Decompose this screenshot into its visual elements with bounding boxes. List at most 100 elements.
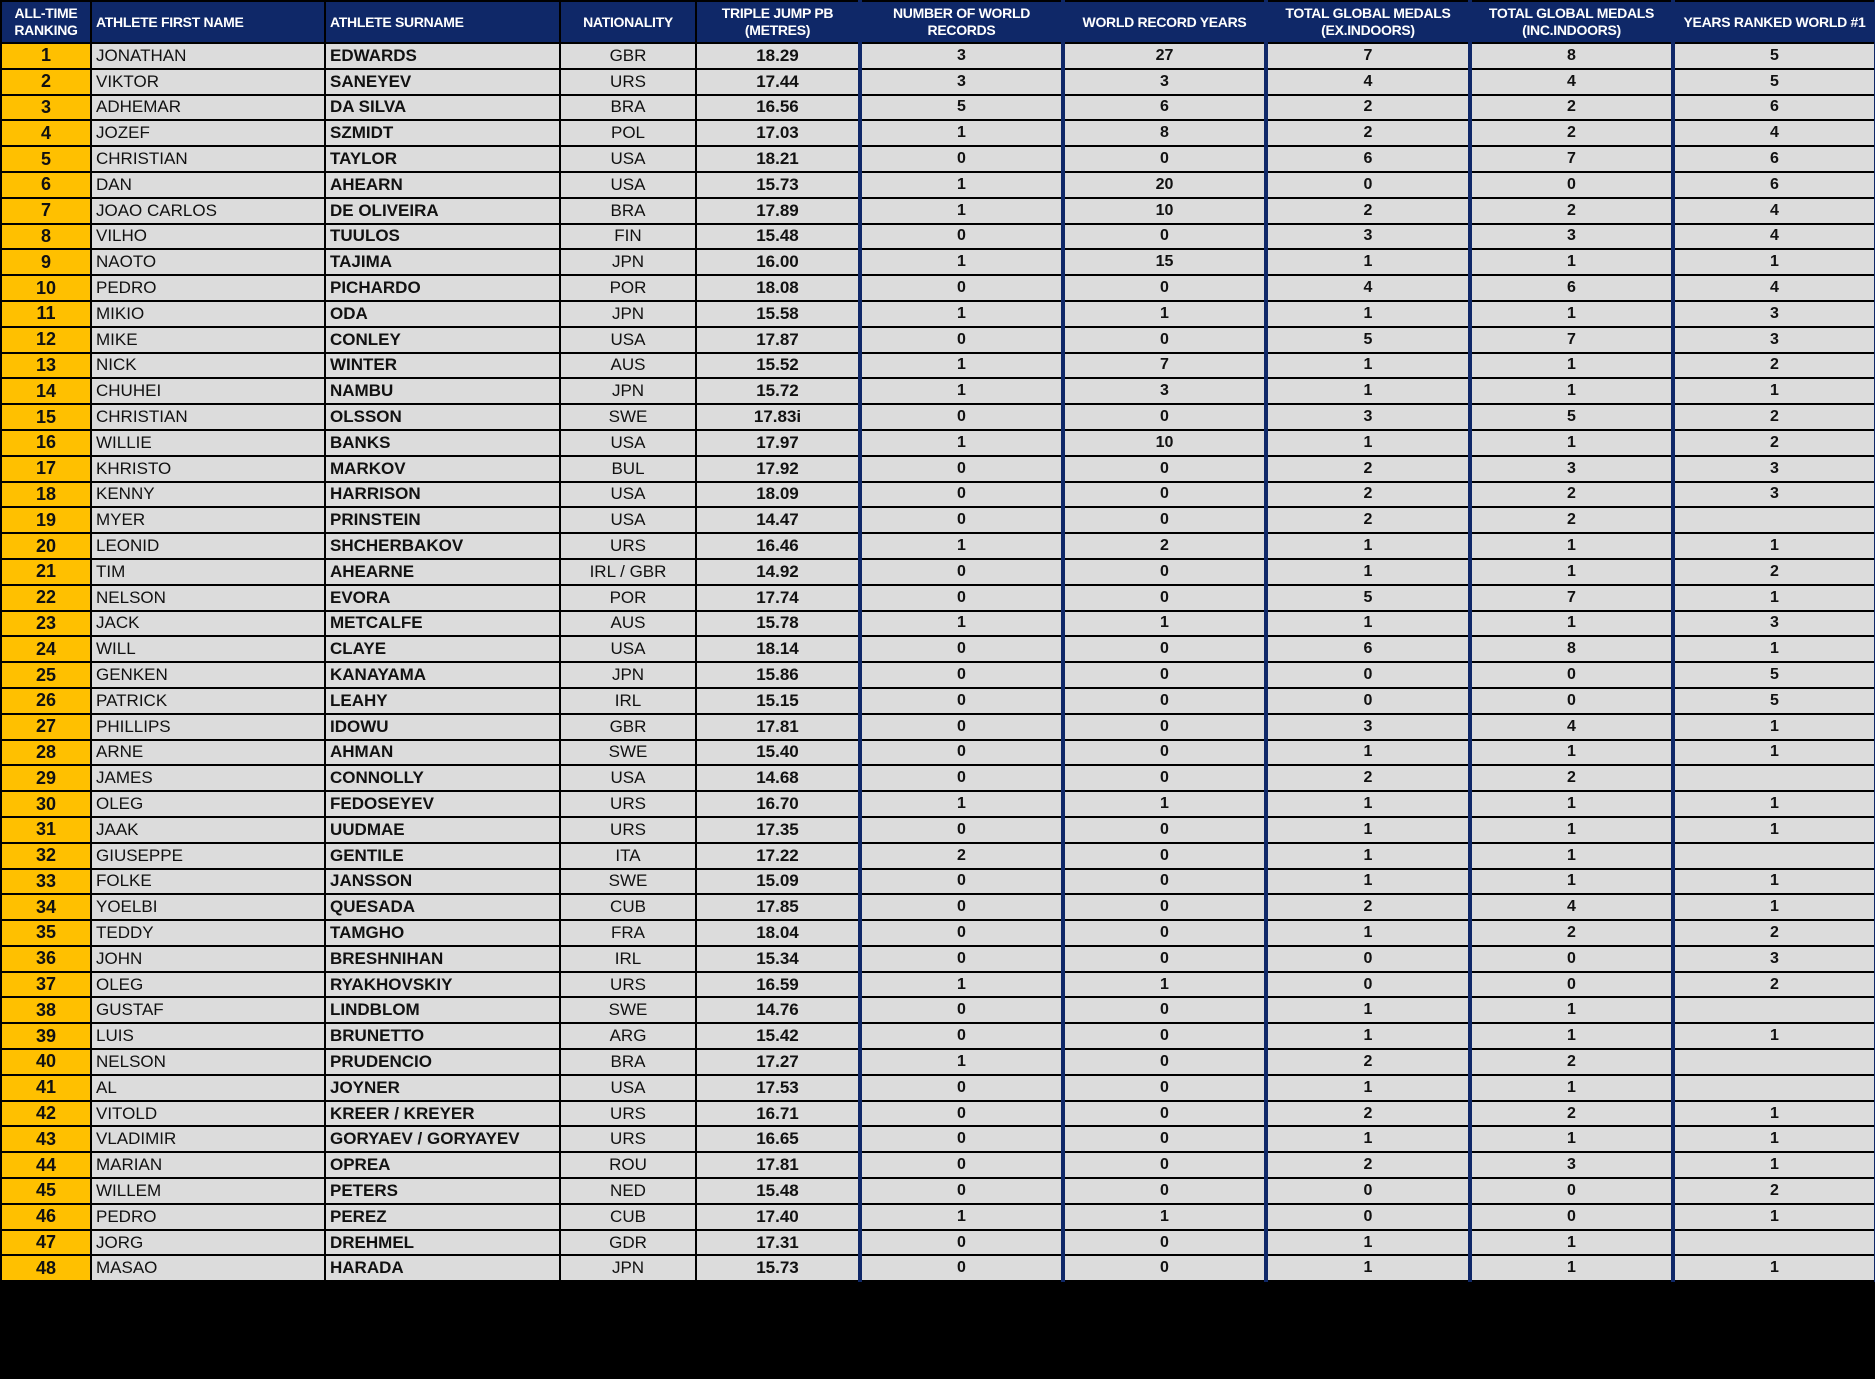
cell-medals-ex-indoors[interactable]: 1 (1264, 841, 1472, 870)
cell-world-records[interactable]: 1 (858, 170, 1065, 199)
cell-medals-ex-indoors[interactable]: 1 (1264, 1022, 1472, 1051)
cell-first-name[interactable]: TEDDY (90, 919, 326, 947)
cell-medals-ex-indoors[interactable]: 1 (1264, 1254, 1472, 1283)
cell-years-ranked-first[interactable]: 3 (1671, 299, 1875, 328)
cell-medals-inc-indoors[interactable]: 0 (1468, 944, 1675, 973)
cell-medals-ex-indoors[interactable]: 1 (1264, 919, 1472, 947)
cell-first-name[interactable]: CHRISTIAN (90, 145, 326, 173)
cell-pb[interactable]: 17.44 (695, 67, 861, 96)
cell-world-record-years[interactable]: 0 (1061, 583, 1268, 612)
cell-world-record-years[interactable]: 0 (1061, 506, 1268, 535)
cell-medals-ex-indoors[interactable]: 6 (1264, 145, 1472, 173)
cell-first-name[interactable]: WILLEM (90, 1177, 326, 1205)
column-header-world-record-years[interactable]: WORLD RECORD YEARS (1061, 0, 1268, 44)
cell-surname[interactable]: TUULOS (324, 222, 561, 251)
cell-medals-ex-indoors[interactable]: 0 (1264, 1202, 1472, 1231)
cell-nationality[interactable]: URS (559, 970, 697, 999)
cell-world-records[interactable]: 0 (858, 325, 1065, 354)
cell-pb[interactable]: 16.00 (695, 248, 861, 277)
cell-first-name[interactable]: KHRISTO (90, 454, 326, 483)
cell-surname[interactable]: HARADA (324, 1254, 561, 1283)
table-row[interactable]: 40 NELSON PRUDENCIO BRA 17.27 1 0 2 2 (0, 1048, 1875, 1076)
cell-years-ranked-first[interactable]: 1 (1671, 712, 1875, 741)
cell-pb[interactable]: 15.48 (695, 222, 861, 251)
cell-years-ranked-first[interactable] (1671, 841, 1875, 870)
cell-pb[interactable]: 18.04 (695, 919, 861, 947)
cell-medals-ex-indoors[interactable]: 1 (1264, 790, 1472, 818)
cell-pb[interactable]: 16.46 (695, 532, 861, 560)
cell-first-name[interactable]: MASAO (90, 1254, 326, 1283)
cell-years-ranked-first[interactable]: 1 (1671, 377, 1875, 406)
cell-nationality[interactable]: CUB (559, 893, 697, 922)
column-header-ranking[interactable]: ALL-TIME RANKING (0, 0, 92, 44)
cell-first-name[interactable]: JAMES (90, 764, 326, 793)
cell-medals-ex-indoors[interactable]: 2 (1264, 506, 1472, 535)
cell-world-records[interactable]: 0 (858, 557, 1065, 586)
cell-medals-inc-indoors[interactable]: 6 (1468, 274, 1675, 302)
cell-pb[interactable]: 18.09 (695, 480, 861, 509)
cell-ranking[interactable]: 28 (0, 738, 92, 767)
cell-nationality[interactable]: IRL (559, 686, 697, 715)
cell-world-record-years[interactable]: 0 (1061, 1125, 1268, 1154)
cell-ranking[interactable]: 25 (0, 661, 92, 689)
cell-ranking[interactable]: 14 (0, 377, 92, 406)
cell-world-records[interactable]: 1 (858, 532, 1065, 560)
cell-years-ranked-first[interactable]: 5 (1671, 686, 1875, 715)
cell-years-ranked-first[interactable]: 1 (1671, 893, 1875, 922)
cell-first-name[interactable]: LEONID (90, 532, 326, 560)
cell-ranking[interactable]: 22 (0, 583, 92, 612)
cell-years-ranked-first[interactable]: 1 (1671, 1202, 1875, 1231)
cell-medals-inc-indoors[interactable]: 2 (1468, 93, 1675, 122)
cell-ranking[interactable]: 29 (0, 764, 92, 793)
cell-pb[interactable]: 17.03 (695, 119, 861, 148)
cell-medals-inc-indoors[interactable]: 4 (1468, 712, 1675, 741)
cell-nationality[interactable]: POR (559, 583, 697, 612)
cell-world-records[interactable]: 0 (858, 403, 1065, 431)
cell-world-record-years[interactable]: 0 (1061, 325, 1268, 354)
cell-pb[interactable]: 15.58 (695, 299, 861, 328)
cell-ranking[interactable]: 34 (0, 893, 92, 922)
cell-world-record-years[interactable]: 0 (1061, 1151, 1268, 1180)
cell-years-ranked-first[interactable]: 5 (1671, 661, 1875, 689)
cell-surname[interactable]: BRESHNIHAN (324, 944, 561, 973)
cell-world-records[interactable]: 0 (858, 583, 1065, 612)
cell-world-records[interactable]: 0 (858, 1177, 1065, 1205)
cell-world-record-years[interactable]: 1 (1061, 609, 1268, 638)
cell-ranking[interactable]: 18 (0, 480, 92, 509)
cell-years-ranked-first[interactable]: 1 (1671, 738, 1875, 767)
cell-medals-ex-indoors[interactable]: 0 (1264, 970, 1472, 999)
cell-pb[interactable]: 17.53 (695, 1073, 861, 1102)
cell-surname[interactable]: LINDBLOM (324, 996, 561, 1025)
table-row[interactable]: 38 GUSTAF LINDBLOM SWE 14.76 0 0 1 1 (0, 996, 1875, 1025)
cell-world-records[interactable]: 0 (858, 1228, 1065, 1257)
cell-years-ranked-first[interactable]: 3 (1671, 480, 1875, 509)
cell-medals-ex-indoors[interactable]: 1 (1264, 1125, 1472, 1154)
column-header-nationality[interactable]: NATIONALITY (559, 0, 697, 44)
cell-pb[interactable]: 14.92 (695, 557, 861, 586)
cell-surname[interactable]: EDWARDS (324, 42, 561, 70)
cell-world-record-years[interactable]: 0 (1061, 145, 1268, 173)
cell-first-name[interactable]: MIKE (90, 325, 326, 354)
cell-world-records[interactable]: 1 (858, 299, 1065, 328)
cell-medals-inc-indoors[interactable]: 2 (1468, 506, 1675, 535)
cell-surname[interactable]: PRUDENCIO (324, 1048, 561, 1076)
cell-world-record-years[interactable]: 0 (1061, 1254, 1268, 1283)
cell-world-record-years[interactable]: 0 (1061, 454, 1268, 483)
cell-years-ranked-first[interactable]: 1 (1671, 248, 1875, 277)
cell-world-records[interactable]: 0 (858, 893, 1065, 922)
cell-medals-inc-indoors[interactable]: 4 (1468, 893, 1675, 922)
cell-world-records[interactable]: 0 (858, 944, 1065, 973)
cell-ranking[interactable]: 10 (0, 274, 92, 302)
cell-surname[interactable]: TAYLOR (324, 145, 561, 173)
cell-surname[interactable]: KANAYAMA (324, 661, 561, 689)
table-row[interactable]: 42 VITOLD KREER / KREYER URS 16.71 0 0 2 2 1 (0, 1099, 1875, 1128)
cell-world-record-years[interactable]: 0 (1061, 480, 1268, 509)
cell-world-records[interactable]: 0 (858, 222, 1065, 251)
cell-ranking[interactable]: 16 (0, 428, 92, 457)
cell-world-record-years[interactable]: 0 (1061, 635, 1268, 664)
cell-nationality[interactable]: JPN (559, 377, 697, 406)
cell-years-ranked-first[interactable]: 1 (1671, 1151, 1875, 1180)
cell-medals-inc-indoors[interactable]: 5 (1468, 403, 1675, 431)
cell-ranking[interactable]: 38 (0, 996, 92, 1025)
table-row[interactable]: 9 NAOTO TAJIMA JPN 16.00 1 15 1 1 1 (0, 248, 1875, 277)
